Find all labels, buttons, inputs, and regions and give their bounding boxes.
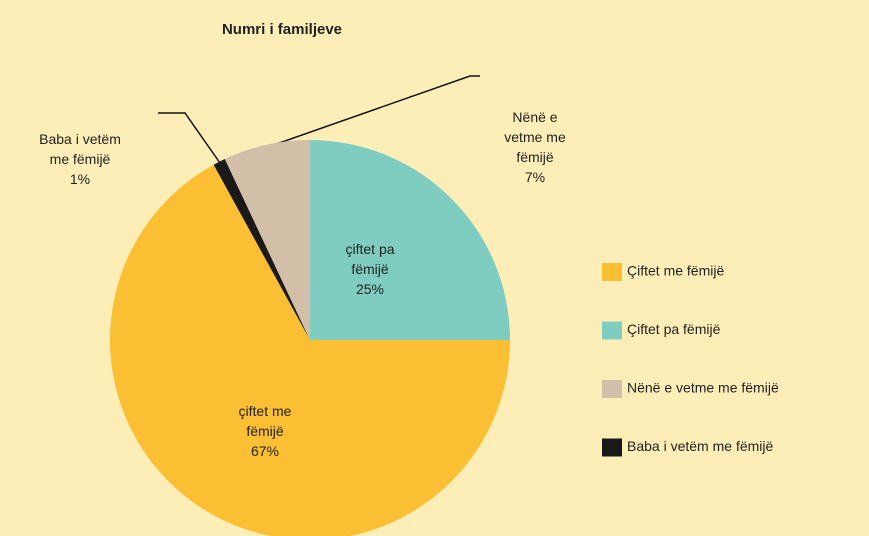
pie-slice	[224, 140, 310, 340]
slice-label-line: Nënë e	[512, 109, 557, 125]
slice-label-line: çiftet pa	[345, 241, 394, 257]
legend-swatch	[602, 438, 622, 457]
leader-line	[158, 112, 221, 164]
slice-label: Baba i vetëm me fëmijë 1%	[39, 131, 121, 187]
pie-slice	[110, 164, 510, 536]
slice-value-label: 67%	[251, 443, 279, 459]
slice-label: çiftet me fëmijë 67%	[239, 403, 292, 459]
legend-swatch	[602, 380, 622, 398]
pie-slice	[310, 140, 510, 340]
legend-label: Nënë e vetme me fëmijë	[627, 380, 779, 396]
slice-label-line: fëmijë	[516, 149, 554, 165]
leader-line	[264, 75, 480, 149]
legend-swatch	[602, 263, 622, 281]
legend-label: Baba i vetëm me fëmijë	[627, 438, 773, 454]
slice-label-line: çiftet me	[239, 403, 292, 419]
slice-value-label: 1%	[70, 171, 90, 187]
pie-slice	[213, 159, 310, 340]
slice-label-line: vetme me	[504, 129, 566, 145]
slice-value-label: 25%	[356, 281, 384, 297]
slice-label: Nënë e vetme me fëmijë 7%	[504, 109, 566, 185]
slice-label-line: fëmijë	[351, 261, 389, 277]
legend-label: Çiftet me fëmijë	[627, 263, 724, 279]
slice-label-line: me fëmijë	[50, 151, 111, 167]
chart-title: Numri i familjeve	[222, 21, 342, 38]
slice-label: çiftet pa fëmijë 25%	[345, 241, 394, 297]
slice-label-line: fëmijë	[246, 423, 284, 439]
legend-label: Çiftet pa fëmijë	[627, 321, 721, 337]
slice-label-line: Baba i vetëm	[39, 131, 121, 147]
slice-value-label: 7%	[525, 169, 545, 185]
legend-swatch	[602, 321, 622, 340]
